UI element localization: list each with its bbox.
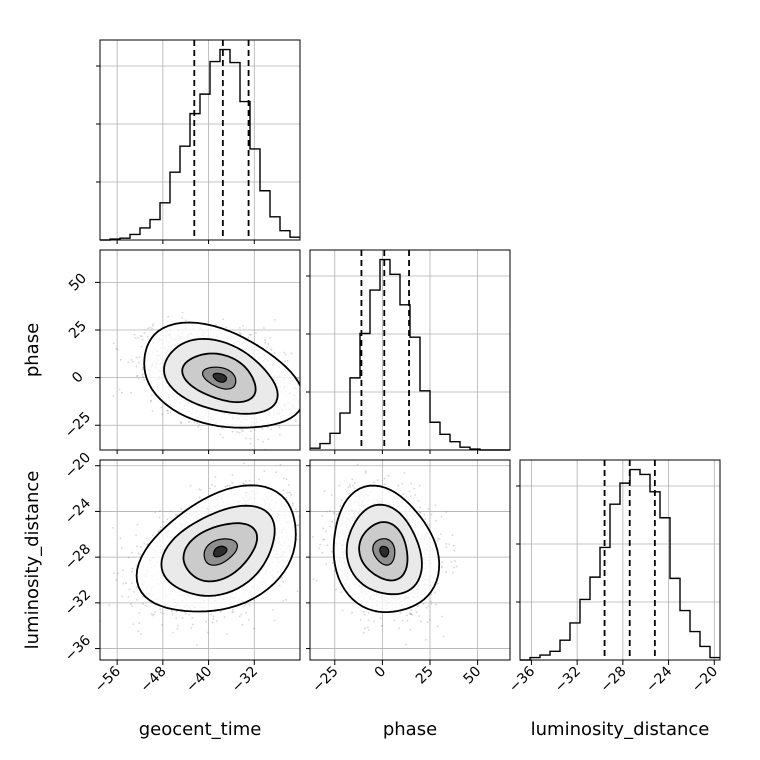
panel-luminosity-distance-vs-phase: [309, 459, 511, 661]
panel-phase-vs-geocent-time: [99, 249, 301, 451]
xtick-label-phase: −25: [309, 664, 341, 696]
panel-luminosity-distance-vs-geocent-time: [99, 459, 301, 661]
xlabel-geocent-time: geocent_time: [139, 719, 262, 740]
panel-hist-phase: [306, 249, 511, 451]
ytick-label-phase: 0: [69, 369, 87, 387]
xtick-label-phase: 0: [372, 664, 390, 682]
xtick-label-geocent-time: −48: [137, 664, 169, 696]
ytick-label-luminosity-distance: −28: [62, 541, 94, 573]
xtick-label-luminosity-distance: −20: [689, 664, 721, 696]
ytick-label-luminosity-distance: −24: [62, 495, 94, 527]
xtick-label-geocent-time: −40: [183, 664, 215, 696]
xtick-label-luminosity-distance: −28: [597, 664, 629, 696]
contour-level-4: [213, 545, 228, 558]
xtick-label-geocent-time: −56: [92, 663, 124, 695]
xlabel-phase: phase: [383, 719, 437, 740]
xtick-label-luminosity-distance: −36: [506, 663, 538, 695]
contour-level-4: [379, 545, 390, 558]
panel-hist-geocent-time: [96, 39, 301, 241]
panel-hist-luminosity-distance: [516, 459, 721, 661]
ylabel-luminosity-distance: luminosity_distance: [22, 471, 43, 650]
xtick-label-luminosity-distance: −24: [643, 663, 675, 695]
xtick-label-geocent-time: −32: [229, 664, 261, 696]
hist-step-geocent-time: [100, 48, 300, 241]
ytick-label-phase: 25: [66, 318, 90, 342]
contour-level-4: [212, 372, 228, 383]
ytick-label-luminosity-distance: −20: [62, 450, 94, 482]
ytick-label-luminosity-distance: −32: [62, 587, 94, 619]
hist-step-luminosity-distance: [520, 468, 720, 661]
ytick-label-luminosity-distance: −36: [62, 632, 94, 664]
hist-step-phase: [310, 258, 510, 451]
ylabel-phase: phase: [22, 323, 43, 377]
xtick-label-phase: 50: [461, 664, 485, 688]
xtick-label-luminosity-distance: −32: [552, 664, 584, 696]
ytick-label-phase: −25: [62, 409, 94, 441]
xlabel-luminosity-distance: luminosity_distance: [531, 719, 710, 740]
ytick-label-phase: 50: [66, 270, 90, 294]
xtick-label-phase: 25: [413, 664, 437, 688]
